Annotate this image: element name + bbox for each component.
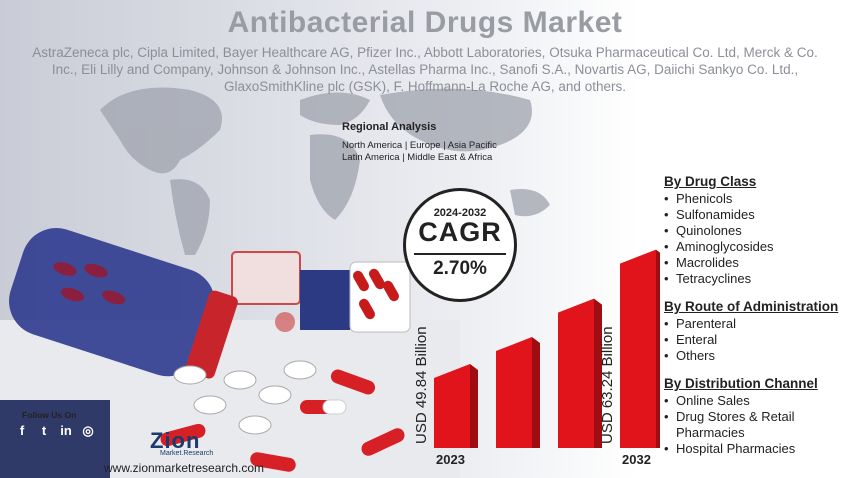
route-heading: By Route of Administration xyxy=(664,299,839,314)
channel-list: Online Sales Drug Stores & Retail Pharma… xyxy=(664,393,844,457)
regional-heading: Regional Analysis xyxy=(342,121,437,133)
cagr-rate: 2.70% xyxy=(414,253,506,280)
list-item: Hospital Pharmacies xyxy=(664,441,844,457)
bar-face-0 xyxy=(434,363,470,448)
list-item: Sulfonamides xyxy=(664,207,844,223)
list-item: Aminoglycosides xyxy=(664,239,844,255)
zion-logo: Zion Market.Research xyxy=(150,428,240,458)
linkedin-icon[interactable]: in xyxy=(60,423,72,438)
bar-side-1 xyxy=(532,337,540,448)
bar-data-label-0: USD 49.84 Billion xyxy=(413,326,430,444)
segmentation-panel: By Drug Class Phenicols Sulfonamides Qui… xyxy=(664,174,844,469)
list-item: Tetracyclines xyxy=(664,271,844,287)
list-item: Enteral xyxy=(664,332,844,348)
facebook-icon[interactable]: f xyxy=(19,423,25,438)
social-links: f t in ◎ xyxy=(14,423,96,439)
cagr-badge: 2024-2032 CAGR 2.70% xyxy=(403,188,517,302)
bar-2 xyxy=(558,298,602,448)
tick-label-3: 2032 xyxy=(622,452,651,467)
twitter-icon[interactable]: t xyxy=(41,423,47,438)
bar-1 xyxy=(496,337,540,448)
drug-class-heading: By Drug Class xyxy=(664,174,757,189)
bar-0 xyxy=(434,363,478,448)
drug-class-list: Phenicols Sulfonamides Quinolones Aminog… xyxy=(664,191,844,287)
channel-heading: By Distribution Channel xyxy=(664,376,818,391)
route-list: Parenteral Enteral Others xyxy=(664,316,844,364)
regional-line-1: North America | Europe | Asia Pacific xyxy=(342,140,497,151)
tick-label-0: 2023 xyxy=(436,452,465,467)
world-map-icon xyxy=(100,87,550,255)
bar-face-1 xyxy=(496,337,532,448)
bar-side-0 xyxy=(470,363,478,448)
bar-face-3 xyxy=(620,249,656,448)
follow-us-label: Follow Us On xyxy=(22,410,77,420)
logo-main: Zion xyxy=(150,428,201,453)
cagr-label: CAGR xyxy=(418,217,502,247)
bar-side-3 xyxy=(656,249,660,448)
list-item: Quinolones xyxy=(664,223,844,239)
instagram-icon[interactable]: ◎ xyxy=(82,423,94,438)
bar-face-2 xyxy=(558,298,594,448)
list-item: Online Sales xyxy=(664,393,844,409)
list-item: Phenicols xyxy=(664,191,844,207)
list-item: Others xyxy=(664,348,844,364)
logo-sub: Market.Research xyxy=(160,450,214,457)
list-item: Parenteral xyxy=(664,316,844,332)
cagr-period: 2024-2032 xyxy=(433,207,487,219)
bar-3 xyxy=(620,249,660,448)
regional-line-2: Latin America | Middle East & Africa xyxy=(342,152,493,163)
chart-title: Antibacterial Drugs Market xyxy=(227,6,623,39)
website-link[interactable]: www.zionmarketresearch.com xyxy=(104,461,265,475)
bar-data-label-3: USD 63.24 Billion xyxy=(599,326,616,444)
list-item: Drug Stores & Retail Pharmacies xyxy=(664,409,844,441)
key-players-text: AstraZeneca plc, Cipla Limited, Bayer He… xyxy=(32,45,818,94)
market-size-bar-chart: USD 49.84 Billion 2023 USD 63.24 Billion 20… xyxy=(413,249,660,467)
regional-analysis: Regional Analysis North America | Europe… xyxy=(342,121,602,164)
list-item: Macrolides xyxy=(664,255,844,271)
pill-bottle-illustration xyxy=(0,228,460,478)
bar-side-2 xyxy=(594,298,602,448)
